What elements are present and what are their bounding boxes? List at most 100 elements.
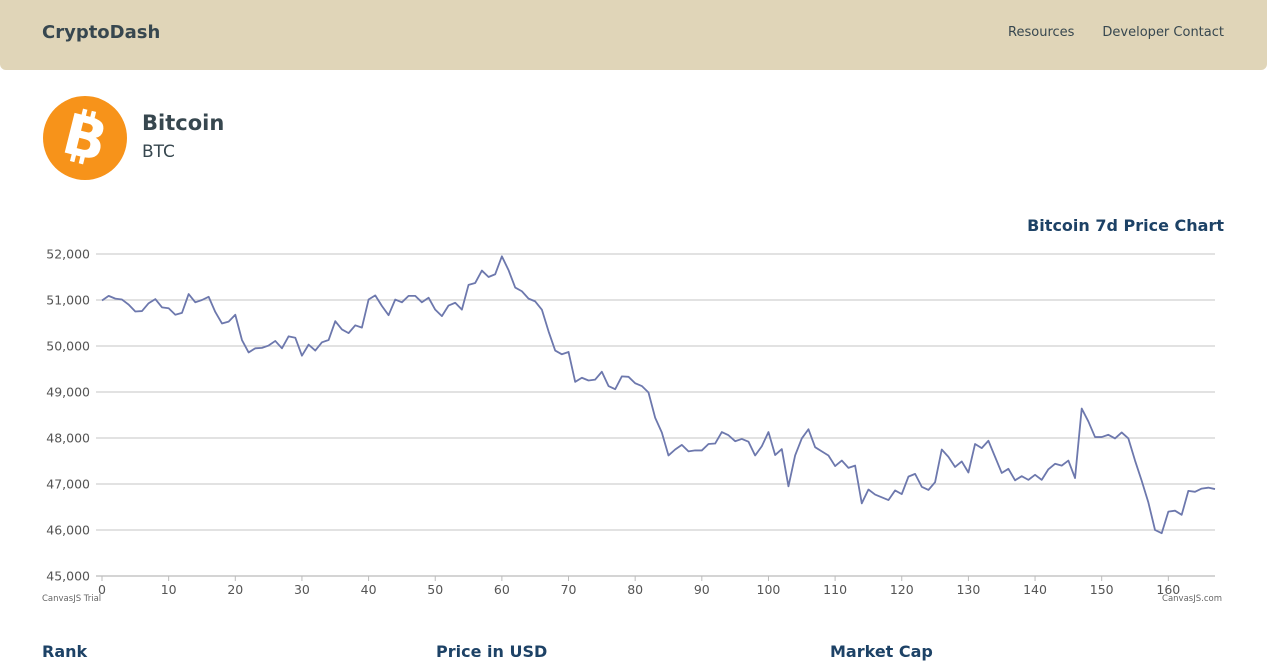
price-data-point[interactable] — [893, 488, 897, 492]
price-data-point[interactable] — [487, 275, 491, 279]
price-data-point[interactable] — [1106, 433, 1110, 437]
price-data-point[interactable] — [900, 492, 904, 496]
price-data-point[interactable] — [127, 303, 131, 307]
price-data-point[interactable] — [1040, 478, 1044, 482]
price-data-point[interactable] — [560, 352, 564, 356]
price-data-point[interactable] — [746, 440, 750, 444]
price-data-point[interactable] — [1000, 471, 1004, 475]
price-data-point[interactable] — [580, 376, 584, 380]
price-data-point[interactable] — [607, 384, 611, 388]
price-data-point[interactable] — [780, 447, 784, 451]
price-data-point[interactable] — [820, 449, 824, 453]
price-data-point[interactable] — [1193, 490, 1197, 494]
price-data-point[interactable] — [313, 349, 317, 353]
price-data-point[interactable] — [427, 296, 431, 300]
price-data-point[interactable] — [813, 445, 817, 449]
price-data-point[interactable] — [1026, 478, 1030, 482]
price-data-point[interactable] — [1033, 473, 1037, 477]
price-data-point[interactable] — [1126, 436, 1130, 440]
price-data-point[interactable] — [507, 268, 511, 272]
price-data-point[interactable] — [920, 485, 924, 489]
price-data-point[interactable] — [733, 439, 737, 443]
price-data-point[interactable] — [593, 378, 597, 382]
price-chart[interactable]: Bitcoin 7d Price Chart 45,000 46,000 47,00… — [0, 200, 1269, 610]
price-data-point[interactable] — [327, 338, 331, 342]
price-data-point[interactable] — [227, 320, 231, 324]
price-data-point[interactable] — [680, 443, 684, 447]
price-data-point[interactable] — [573, 380, 577, 384]
price-data-point[interactable] — [993, 455, 997, 459]
price-data-point[interactable] — [620, 374, 624, 378]
price-data-point[interactable] — [873, 493, 877, 497]
price-data-point[interactable] — [333, 319, 337, 323]
price-data-point[interactable] — [420, 300, 424, 304]
price-data-point[interactable] — [160, 305, 164, 309]
price-data-point[interactable] — [653, 416, 657, 420]
price-data-point[interactable] — [840, 459, 844, 463]
price-data-point[interactable] — [647, 390, 651, 394]
price-data-point[interactable] — [627, 375, 631, 379]
price-data-point[interactable] — [1113, 436, 1117, 440]
price-data-point[interactable] — [940, 448, 944, 452]
price-data-point[interactable] — [846, 466, 850, 470]
price-data-point[interactable] — [467, 283, 471, 287]
price-data-point[interactable] — [513, 286, 517, 290]
price-series-line[interactable] — [101, 255, 1216, 535]
price-data-point[interactable] — [986, 439, 990, 443]
price-data-point[interactable] — [660, 430, 664, 434]
price-data-point[interactable] — [713, 442, 717, 446]
price-data-point[interactable] — [393, 298, 397, 302]
nav-link-resources[interactable]: Resources — [1008, 25, 1075, 40]
price-data-point[interactable] — [133, 310, 137, 314]
price-data-point[interactable] — [347, 331, 351, 335]
price-data-point[interactable] — [447, 304, 451, 308]
price-data-point[interactable] — [567, 350, 571, 354]
price-data-point[interactable] — [400, 300, 404, 304]
price-data-point[interactable] — [1200, 487, 1204, 491]
price-data-point[interactable] — [933, 480, 937, 484]
price-data-point[interactable] — [493, 272, 497, 276]
price-data-point[interactable] — [1146, 500, 1150, 504]
price-data-point[interactable] — [740, 437, 744, 441]
price-data-point[interactable] — [1020, 474, 1024, 478]
price-data-point[interactable] — [413, 294, 417, 298]
price-data-point[interactable] — [833, 464, 837, 468]
price-data-point[interactable] — [786, 484, 790, 488]
price-data-point[interactable] — [260, 346, 264, 350]
price-data-point[interactable] — [213, 310, 217, 314]
price-data-point[interactable] — [973, 442, 977, 446]
price-data-point[interactable] — [826, 453, 830, 457]
price-data-point[interactable] — [667, 453, 671, 457]
canvasjs-link-credit[interactable]: CanvasJS.com — [1162, 594, 1222, 604]
price-data-point[interactable] — [433, 308, 437, 312]
price-data-point[interactable] — [1140, 479, 1144, 483]
price-data-point[interactable] — [1120, 430, 1124, 434]
price-data-point[interactable] — [886, 498, 890, 502]
price-data-point[interactable] — [880, 495, 884, 499]
price-data-point[interactable] — [207, 295, 211, 299]
price-data-point[interactable] — [633, 381, 637, 385]
price-data-point[interactable] — [140, 309, 144, 313]
price-data-point[interactable] — [640, 384, 644, 388]
price-data-point[interactable] — [547, 329, 551, 333]
price-data-point[interactable] — [966, 471, 970, 475]
price-data-point[interactable] — [100, 298, 104, 302]
price-data-point[interactable] — [1133, 459, 1137, 463]
price-data-point[interactable] — [193, 300, 197, 304]
price-data-point[interactable] — [587, 379, 591, 383]
price-data-point[interactable] — [500, 254, 504, 258]
price-data-point[interactable] — [906, 475, 910, 479]
price-data-point[interactable] — [793, 453, 797, 457]
price-data-point[interactable] — [520, 289, 524, 293]
price-data-point[interactable] — [373, 293, 377, 297]
price-data-point[interactable] — [706, 442, 710, 446]
price-data-point[interactable] — [1060, 464, 1064, 468]
price-data-point[interactable] — [1180, 513, 1184, 517]
price-data-point[interactable] — [240, 338, 244, 342]
price-data-point[interactable] — [800, 436, 804, 440]
price-data-point[interactable] — [340, 327, 344, 331]
price-data-point[interactable] — [753, 453, 757, 457]
price-data-point[interactable] — [1093, 435, 1097, 439]
price-data-point[interactable] — [806, 427, 810, 431]
price-data-point[interactable] — [407, 294, 411, 298]
